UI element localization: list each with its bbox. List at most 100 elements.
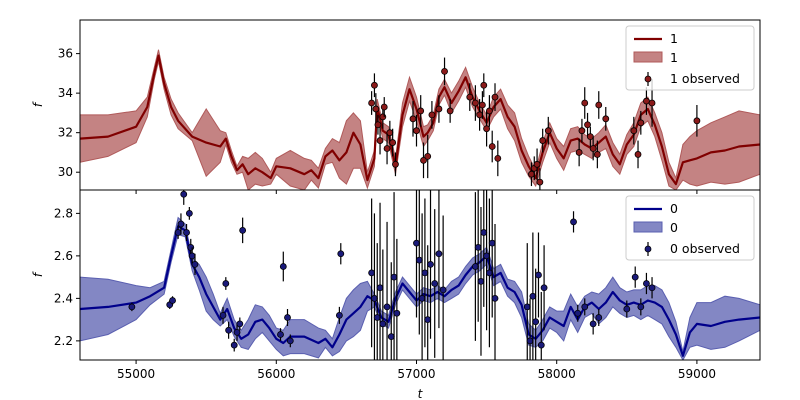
observed-point (185, 207, 193, 220)
data-point (581, 303, 589, 311)
data-point (409, 115, 417, 123)
observed-point (239, 217, 247, 244)
data-point (230, 341, 238, 349)
observed-point (630, 116, 638, 145)
observed-point (380, 97, 388, 117)
data-point (185, 209, 193, 217)
mean-line (80, 54, 760, 186)
observed-point (478, 91, 486, 119)
observed-point (631, 266, 639, 288)
observed-point (539, 128, 547, 153)
observed-point (595, 91, 603, 119)
observed-point (466, 83, 474, 111)
data-point (390, 273, 398, 281)
data-point (393, 309, 401, 317)
data-point (284, 314, 291, 321)
data-point (581, 99, 589, 107)
data-point (239, 226, 247, 234)
observed-point (372, 93, 380, 125)
x-axis-label: t (418, 387, 424, 400)
y-tick-label: 2.4 (54, 291, 73, 305)
legend: 1 1 1 observed (625, 25, 755, 91)
data-point (488, 143, 496, 150)
observed-point (393, 238, 401, 360)
data-point (383, 303, 391, 311)
observed-point (392, 152, 399, 177)
legend-band-swatch (633, 51, 663, 63)
data-point (420, 156, 427, 164)
observed-point (584, 112, 591, 137)
observed-point (581, 87, 589, 119)
data-point (602, 115, 610, 123)
data-point (191, 260, 199, 268)
observed-point (383, 221, 391, 360)
data-point (486, 107, 493, 115)
y-tick-label: 2.2 (54, 334, 73, 348)
observed-point (174, 226, 182, 239)
observed-point (389, 128, 397, 157)
observed-point (383, 132, 391, 165)
data-point (446, 107, 454, 115)
observed-point (471, 85, 479, 121)
y-tick-label: 2.6 (54, 249, 73, 263)
data-point (177, 220, 185, 228)
observed-point (420, 142, 427, 179)
observed-point (371, 213, 378, 360)
observed-point (494, 140, 502, 177)
data-point (222, 280, 230, 287)
observed-point (637, 298, 645, 316)
observed-point (533, 148, 541, 181)
observed-point (574, 304, 582, 322)
mean-line (80, 225, 760, 357)
observed-point (535, 232, 542, 318)
observed-point (413, 114, 420, 147)
data-point (128, 303, 136, 311)
legend-observed-label: 0 observed (670, 241, 740, 256)
data-point (441, 67, 448, 75)
data-point (424, 316, 432, 324)
data-point (277, 331, 284, 338)
x-tick-label: 59000 (678, 367, 716, 381)
data-point (526, 337, 534, 345)
data-point (528, 170, 535, 178)
data-point (480, 229, 488, 236)
observed-point (335, 306, 343, 324)
y-tick-label: 32 (58, 126, 73, 140)
y-tick-label: 34 (58, 86, 73, 100)
y-tick-label: 30 (58, 165, 73, 179)
legend-box (625, 195, 755, 261)
data-point (424, 152, 432, 160)
observed-point (537, 292, 545, 360)
plot-area (80, 49, 760, 190)
observed-point (540, 245, 548, 331)
data-point (589, 320, 597, 328)
data-point (387, 333, 395, 341)
data-point (373, 314, 381, 321)
y-axis-label: f (31, 271, 45, 277)
observed-point (439, 215, 447, 360)
data-point (533, 160, 541, 168)
data-point (535, 271, 542, 279)
data-point (431, 280, 439, 287)
data-point (413, 127, 420, 135)
observed-point (474, 190, 482, 322)
data-point (483, 252, 490, 260)
observed-point (480, 73, 488, 98)
observed-point (483, 190, 490, 331)
legend-line-label: 0 (670, 201, 678, 216)
data-point (476, 111, 483, 119)
data-point (480, 81, 488, 89)
legend-line-label: 1 (670, 31, 678, 46)
data-point (392, 160, 399, 168)
observed-point (427, 190, 434, 339)
x-tick-label: 56000 (257, 367, 295, 381)
data-point (483, 125, 490, 133)
legend-observed-label: 1 observed (670, 71, 740, 86)
observed-point (544, 116, 552, 145)
legend-point-swatch (644, 75, 652, 83)
data-point (389, 139, 397, 146)
data-point (477, 277, 485, 285)
data-point (383, 145, 391, 152)
observed-point (486, 198, 493, 348)
